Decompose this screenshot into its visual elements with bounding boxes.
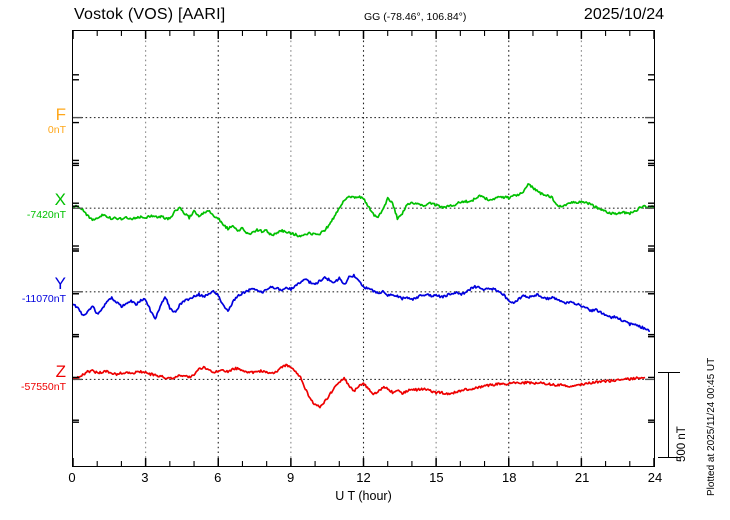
plotted-timestamp: Plotted at 2025/11/24 00:45 UT — [706, 357, 717, 496]
scale-bar-label: 500 nT — [676, 426, 688, 462]
component-letter-y: Y — [54, 274, 66, 293]
axis-tick-layer — [73, 31, 654, 466]
component-letter-z: Z — [55, 362, 66, 381]
geographic-coordinates: GG (-78.46°, 106.84°) — [364, 11, 467, 23]
x-tick-label: 12 — [356, 470, 371, 485]
component-letter-x: X — [54, 190, 66, 209]
component-baseline-z: -57550nT — [21, 381, 66, 393]
station-title: Vostok (VOS) [AARI] — [74, 6, 226, 23]
x-tick-label: 0 — [68, 470, 76, 485]
x-tick-label: 18 — [502, 470, 517, 485]
magnetogram-plot-area — [72, 30, 655, 467]
component-label-y: Y -11070nT — [4, 275, 66, 305]
component-label-z: Z -57550nT — [4, 363, 66, 393]
component-label-x: X -7420nT — [4, 191, 66, 221]
x-tick-label: 3 — [141, 470, 149, 485]
trace-layer — [73, 183, 654, 409]
component-baseline-y: -11070nT — [21, 293, 66, 305]
x-tick-label: 15 — [429, 470, 444, 485]
plot-inner — [73, 31, 654, 466]
x-axis-title: U T (hour) — [335, 489, 392, 503]
scale-bar-bottom-cap — [658, 456, 680, 458]
scale-bar — [658, 372, 680, 458]
x-tick-label: 21 — [574, 470, 590, 485]
observation-date: 2025/10/24 — [583, 6, 664, 23]
x-tick-label: 24 — [647, 470, 663, 485]
x-tick-label: 6 — [214, 470, 222, 485]
component-baseline-x: -7420nT — [26, 209, 66, 221]
grid-layer — [73, 31, 654, 466]
x-axis-tick-labels: 0 3 6 9 12 15 18 21 24 — [68, 470, 662, 488]
scale-bar-line — [668, 372, 670, 458]
component-baseline-f: 0nT — [47, 124, 66, 136]
x-tick-label: 9 — [287, 470, 295, 485]
component-label-f: F 0nT — [4, 106, 66, 136]
component-letter-f: F — [55, 105, 66, 124]
